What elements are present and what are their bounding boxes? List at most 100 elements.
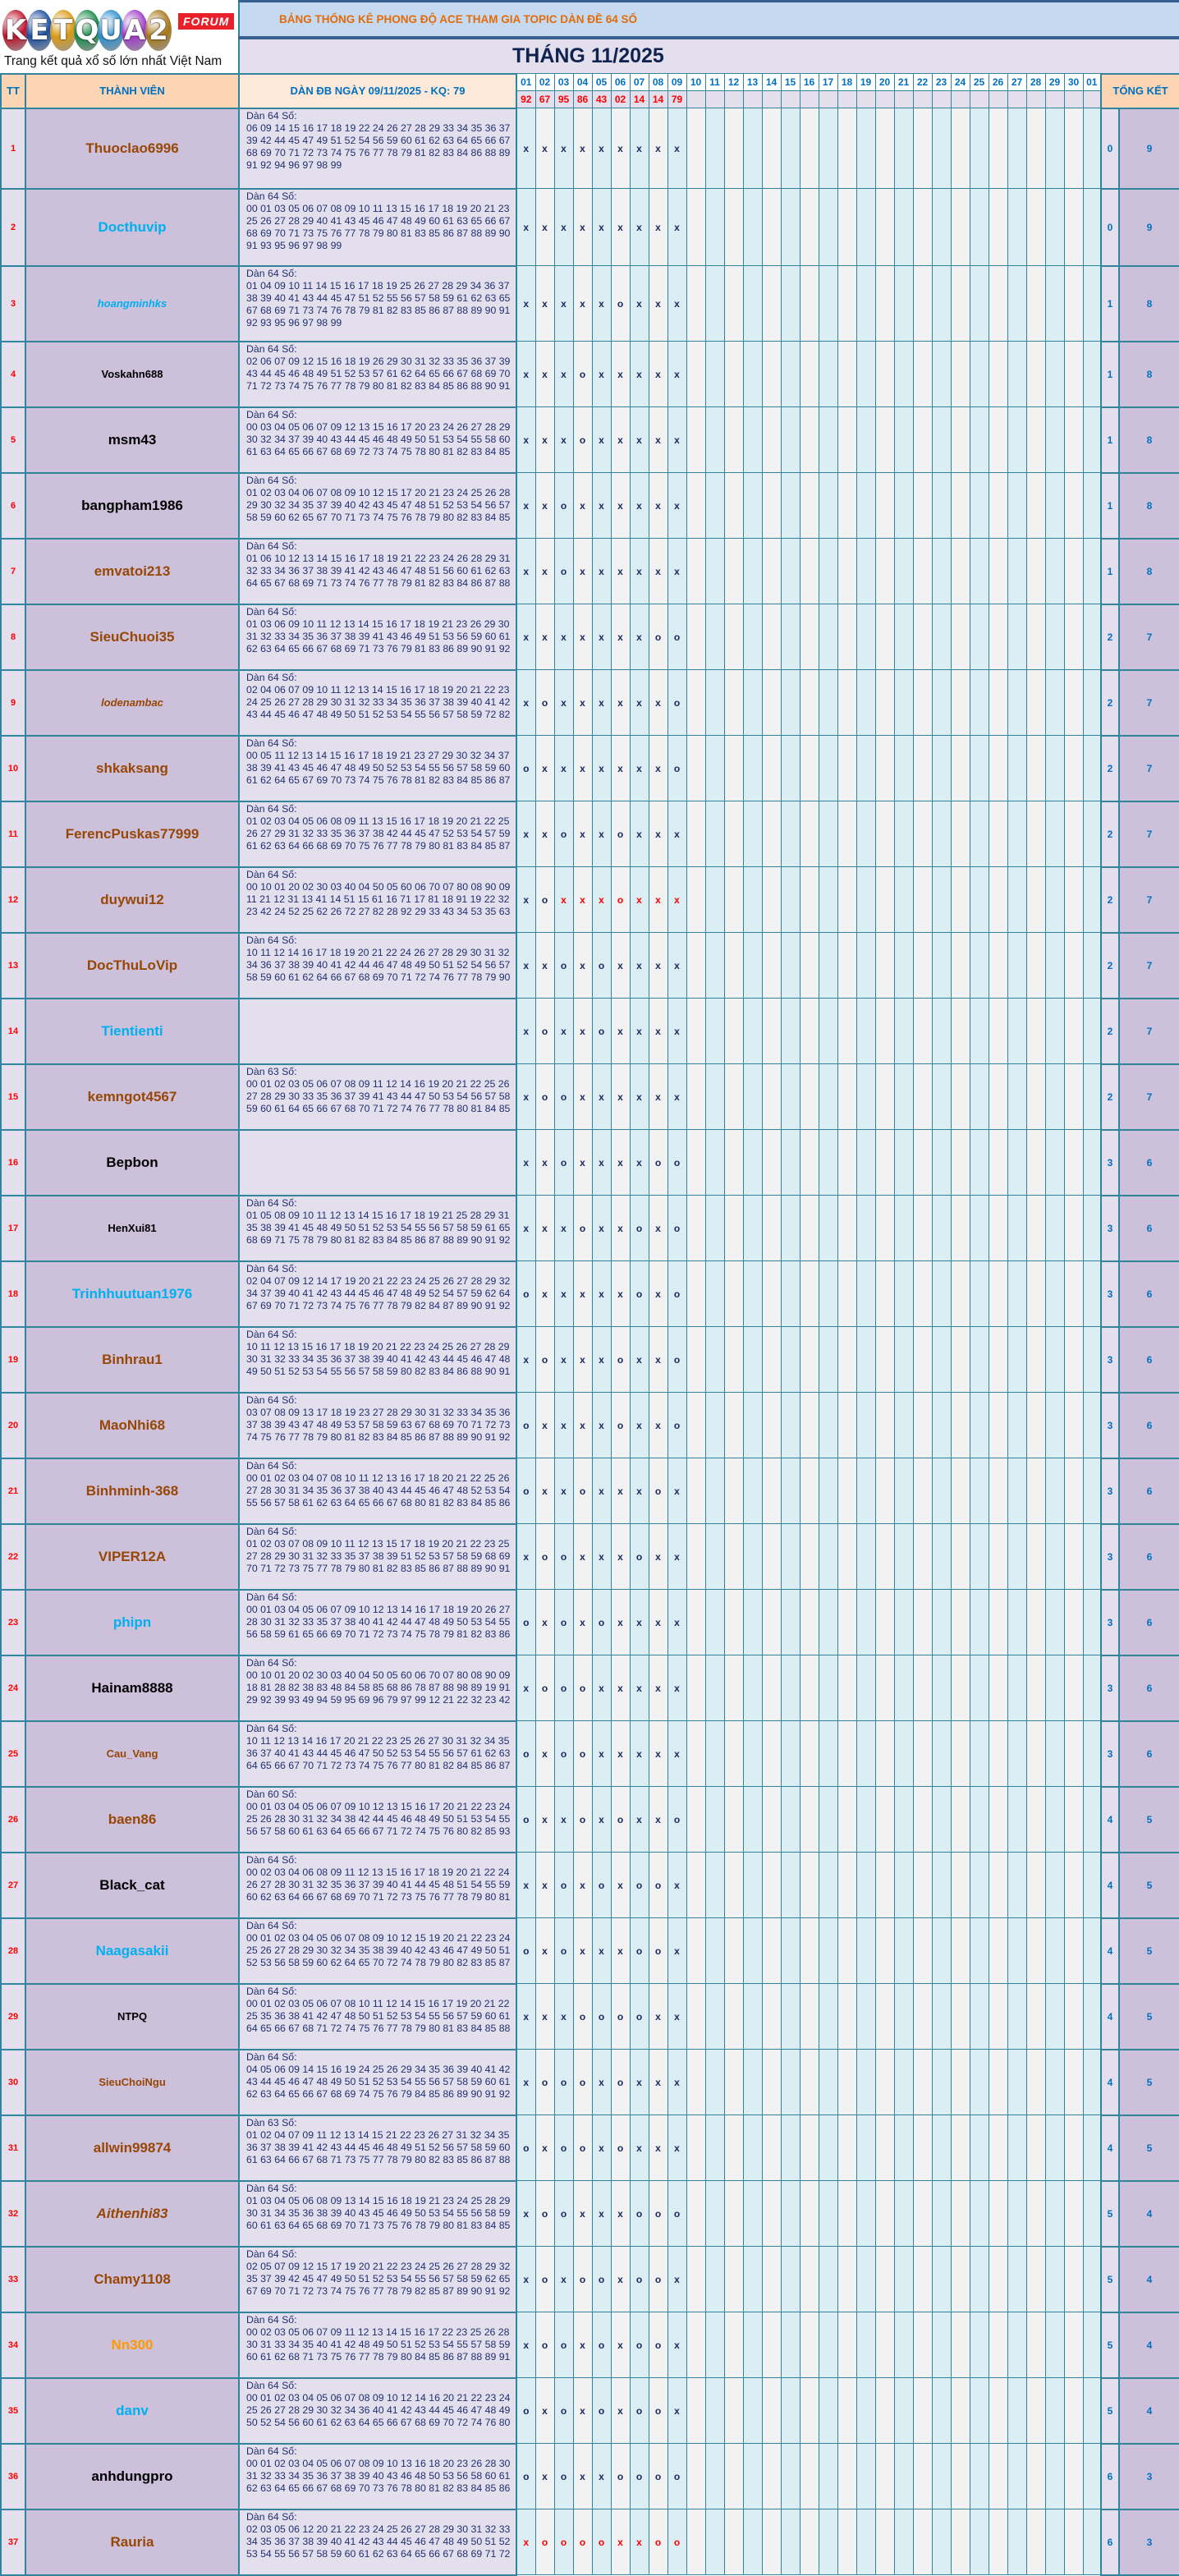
member-name[interactable]: Tientienti	[25, 997, 240, 1065]
day-mark: o	[572, 1458, 593, 1524]
day-mark: x	[591, 188, 612, 266]
day-mark: x	[572, 1917, 593, 1984]
member-name[interactable]: shkaksang	[25, 734, 240, 802]
day-mark: o	[572, 1983, 593, 2050]
member-name[interactable]: SieuChuoi35	[25, 603, 240, 671]
day-mark	[1082, 1720, 1102, 1787]
day-mark	[1044, 2443, 1065, 2509]
member-name[interactable]: lodenambac	[25, 668, 240, 737]
dan-line: 26 27 29 31 32 33 35 36 37 38 42 44 45 4…	[246, 827, 511, 839]
member-name[interactable]: msm43	[25, 406, 240, 474]
day-mark	[837, 2049, 857, 2115]
day-mark	[950, 1786, 970, 1853]
day-mark	[1007, 735, 1027, 801]
member-name[interactable]: kemngot4567	[25, 1063, 240, 1131]
member-name[interactable]: Docthuvip	[25, 187, 240, 267]
member-name[interactable]: emvatoi213	[25, 537, 240, 605]
day-mark: o	[667, 2509, 687, 2575]
day-mark	[1082, 2246, 1102, 2312]
member-name[interactable]: NTPQ	[25, 1982, 240, 2050]
member-name[interactable]: phipn	[25, 1588, 240, 1656]
day-mark: x	[629, 866, 649, 933]
member-name[interactable]: HenXui81	[25, 1194, 240, 1262]
member-name[interactable]: Rauria	[25, 2508, 240, 2576]
member-row: 16 Bepbon x x o x x x x o o 3 6	[0, 1128, 1179, 1196]
member-name[interactable]: duywui12	[25, 866, 240, 934]
day-mark	[837, 1852, 857, 1918]
dan-label: Dàn 64 Số:	[246, 1196, 297, 1209]
day-mark	[837, 341, 857, 407]
member-name[interactable]: Aithenhi83	[25, 2179, 240, 2248]
member-name[interactable]: anhdungpro	[25, 2442, 240, 2510]
day-mark	[799, 2443, 819, 2509]
day-header: 26	[988, 73, 1008, 91]
member-name[interactable]: baen86	[25, 1785, 240, 1853]
day-mark	[893, 341, 914, 407]
member-name[interactable]: DocThuLoVip	[25, 931, 240, 999]
member-name[interactable]: danv	[25, 2376, 240, 2445]
member-name[interactable]: Hainam8888	[25, 1654, 240, 1722]
day-mark	[893, 1852, 914, 1918]
day-mark	[969, 2246, 989, 2312]
day-mark	[1007, 2312, 1027, 2378]
day-mark: x	[648, 406, 668, 473]
member-name[interactable]: Binhminh-368	[25, 1457, 240, 1525]
day-mark	[780, 2115, 801, 2181]
dan-line: 18 81 28 82 38 83 48 84 58 85 68 86 78 8…	[246, 1681, 511, 1693]
day-mark	[969, 1063, 989, 1130]
member-name[interactable]: Trinhhuutuan1976	[25, 1260, 240, 1328]
day-mark	[1044, 604, 1065, 670]
member-name[interactable]: MaoNhi68	[25, 1391, 240, 1459]
member-name[interactable]: Thuoclao6996	[25, 107, 240, 190]
member-name[interactable]: bangpham1986	[25, 471, 240, 540]
day-mark	[818, 2049, 838, 2115]
member-name[interactable]: Naagasakii	[25, 1917, 240, 1985]
member-name[interactable]: Black_cat	[25, 1851, 240, 1919]
day-mark: o	[534, 2246, 555, 2312]
day-mark	[723, 188, 744, 266]
day-mark	[837, 1917, 857, 1984]
member-name[interactable]: SieuChoiNgu	[25, 2048, 240, 2116]
day-mark	[780, 1195, 801, 1261]
day-mark	[799, 1589, 819, 1655]
dan-label: Dàn 63 Số:	[246, 1065, 297, 1077]
dan-line: 92 93 95 96 97 98 99	[246, 316, 342, 328]
day-mark	[704, 866, 725, 933]
day-mark	[742, 1129, 763, 1196]
day-mark	[686, 1720, 706, 1787]
member-name[interactable]: Voskahn688	[25, 340, 240, 408]
member-name[interactable]: Chamy1108	[25, 2245, 240, 2313]
member-name[interactable]: hoangminhks	[25, 264, 240, 342]
dan-numbers	[238, 1128, 517, 1196]
day-mark	[950, 1129, 970, 1196]
member-name[interactable]: Binhrau1	[25, 1325, 240, 1394]
day-mark	[969, 1655, 989, 1721]
day-mark: x	[629, 2115, 649, 2181]
member-row: 27 Black_cat Dàn 64 Số: 00 02 03 04 06 08 0…	[0, 1851, 1179, 1919]
day-mark: x	[610, 998, 631, 1064]
day-mark	[912, 472, 933, 539]
day-mark	[780, 1260, 801, 1327]
day-mark: x	[516, 1983, 536, 2050]
day-mark	[686, 1852, 706, 1918]
day-mark: x	[516, 341, 536, 407]
day-mark	[761, 669, 782, 736]
member-name[interactable]: Cau_Vang	[25, 1720, 240, 1788]
dan-line: 50 52 54 56 60 61 62 63 64 65 66 67 68 6…	[246, 2416, 511, 2428]
day-mark	[704, 669, 725, 736]
day-mark	[1063, 1326, 1084, 1393]
dan-label: Dàn 64 Số:	[246, 605, 297, 618]
dan-label: Dàn 64 Số:	[246, 868, 297, 880]
member-name[interactable]: VIPER12A	[25, 1522, 240, 1591]
member-name[interactable]: allwin99874	[25, 2114, 240, 2182]
member-name[interactable]: Nn300	[25, 2311, 240, 2379]
member-name[interactable]: Bepbon	[25, 1128, 240, 1196]
day-mark	[799, 341, 819, 407]
day-mark	[761, 406, 782, 473]
member-name[interactable]: FerencPuskas77999	[25, 800, 240, 868]
member-row: 25 Cau_Vang Dàn 64 Số: 10 11 12 13 14 16 17…	[0, 1720, 1179, 1788]
day-mark: x	[553, 1195, 574, 1261]
day-mark	[969, 1983, 989, 2050]
